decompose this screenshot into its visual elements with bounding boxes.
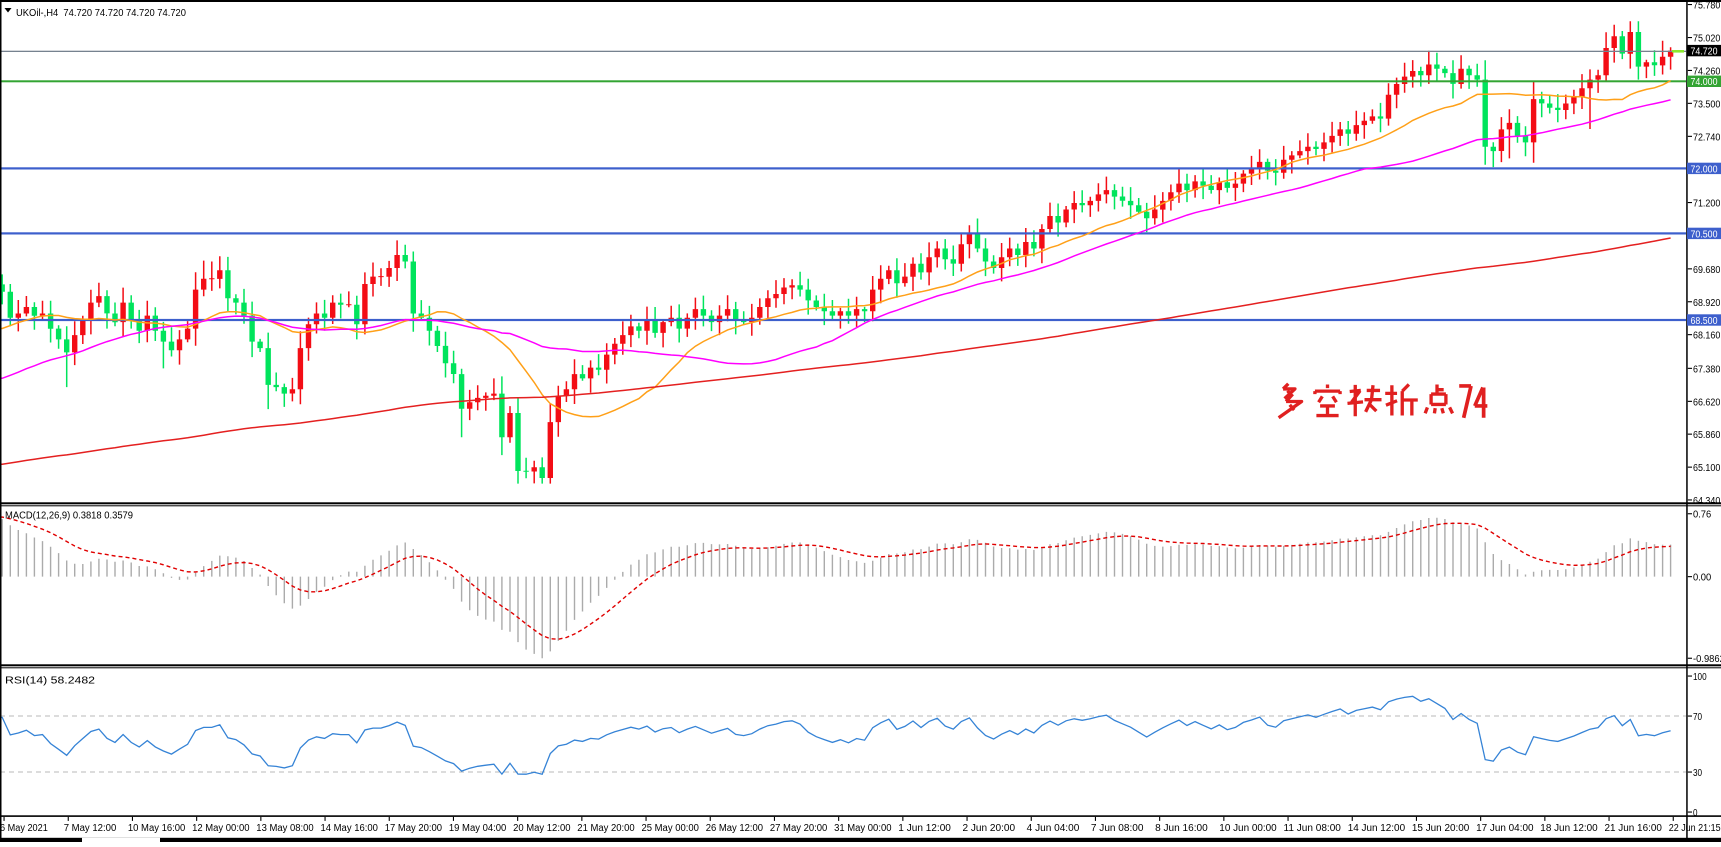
svg-text:11 Jun 08:00: 11 Jun 08:00 xyxy=(1284,823,1342,834)
svg-text:25 May 00:00: 25 May 00:00 xyxy=(642,823,700,834)
svg-text:74.260: 74.260 xyxy=(1693,66,1721,77)
svg-text:0.00: 0.00 xyxy=(1693,573,1712,584)
svg-text:73.500: 73.500 xyxy=(1693,99,1721,110)
svg-text:7 Jun 08:00: 7 Jun 08:00 xyxy=(1091,823,1144,834)
svg-text:31 May 00:00: 31 May 00:00 xyxy=(834,823,892,834)
svg-text:21 May 20:00: 21 May 20:00 xyxy=(577,823,635,834)
svg-text:18 Jun 12:00: 18 Jun 12:00 xyxy=(1540,823,1598,834)
svg-text:7 May 12:00: 7 May 12:00 xyxy=(64,823,117,834)
svg-text:65.100: 65.100 xyxy=(1693,463,1721,474)
svg-text:0.76: 0.76 xyxy=(1693,510,1712,521)
svg-text:66.620: 66.620 xyxy=(1693,397,1721,408)
svg-text:64.340: 64.340 xyxy=(1693,496,1721,507)
svg-text:17 May 20:00: 17 May 20:00 xyxy=(385,823,443,834)
svg-text:10 May 16:00: 10 May 16:00 xyxy=(128,823,186,834)
svg-text:69.680: 69.680 xyxy=(1693,265,1721,276)
svg-text:13 May 08:00: 13 May 08:00 xyxy=(256,823,314,834)
svg-text:65.860: 65.860 xyxy=(1693,430,1721,441)
svg-text:1 Jun 12:00: 1 Jun 12:00 xyxy=(898,823,951,834)
svg-text:75.020: 75.020 xyxy=(1693,34,1721,45)
svg-text:2 Jun 20:00: 2 Jun 20:00 xyxy=(963,823,1016,834)
svg-text:14 Jun 12:00: 14 Jun 12:00 xyxy=(1348,823,1406,834)
svg-text:-0.9862: -0.9862 xyxy=(1693,654,1721,665)
svg-text:100: 100 xyxy=(1693,672,1707,683)
svg-text:71.200: 71.200 xyxy=(1693,199,1721,210)
svg-text:12 May 00:00: 12 May 00:00 xyxy=(192,823,250,834)
svg-text:72.000: 72.000 xyxy=(1691,164,1718,175)
svg-text:14 May 16:00: 14 May 16:00 xyxy=(321,823,379,834)
svg-text:MACD(12,26,9) 0.3818 0.3579: MACD(12,26,9) 0.3818 0.3579 xyxy=(5,511,133,522)
svg-text:26 May 12:00: 26 May 12:00 xyxy=(706,823,764,834)
svg-text:70: 70 xyxy=(1693,712,1702,723)
svg-text:22 Jun 21:15: 22 Jun 21:15 xyxy=(1669,823,1721,834)
svg-text:21 Jun 16:00: 21 Jun 16:00 xyxy=(1605,823,1663,834)
svg-text:19 May 04:00: 19 May 04:00 xyxy=(449,823,507,834)
svg-text:74.000: 74.000 xyxy=(1691,77,1718,88)
svg-text:27 May 20:00: 27 May 20:00 xyxy=(770,823,828,834)
svg-text:10 Jun 00:00: 10 Jun 00:00 xyxy=(1219,823,1277,834)
svg-text:67.380: 67.380 xyxy=(1693,364,1721,375)
svg-text:0: 0 xyxy=(1693,808,1698,819)
svg-text:75.780: 75.780 xyxy=(1693,1,1721,12)
svg-text:UKOil-,H4 74.720 74.720 74.72: UKOil-,H4 74.720 74.720 74.720 74.720 xyxy=(16,7,186,19)
svg-text:4 Jun 04:00: 4 Jun 04:00 xyxy=(1027,823,1080,834)
svg-text:70.500: 70.500 xyxy=(1691,229,1718,240)
svg-text:20 May 12:00: 20 May 12:00 xyxy=(513,823,571,834)
svg-text:6 May 2021: 6 May 2021 xyxy=(0,823,48,834)
svg-text:8 Jun 16:00: 8 Jun 16:00 xyxy=(1155,823,1208,834)
svg-text:72.740: 72.740 xyxy=(1693,132,1721,143)
svg-text:68.500: 68.500 xyxy=(1691,316,1718,327)
svg-text:17 Jun 04:00: 17 Jun 04:00 xyxy=(1476,823,1534,834)
svg-text:74.720: 74.720 xyxy=(1691,47,1718,58)
svg-text:68.920: 68.920 xyxy=(1693,298,1721,309)
svg-text:68.160: 68.160 xyxy=(1693,331,1721,342)
svg-text:RSI(14) 58.2482: RSI(14) 58.2482 xyxy=(5,676,96,687)
svg-text:30: 30 xyxy=(1693,768,1702,779)
svg-text:15 Jun 20:00: 15 Jun 20:00 xyxy=(1412,823,1470,834)
